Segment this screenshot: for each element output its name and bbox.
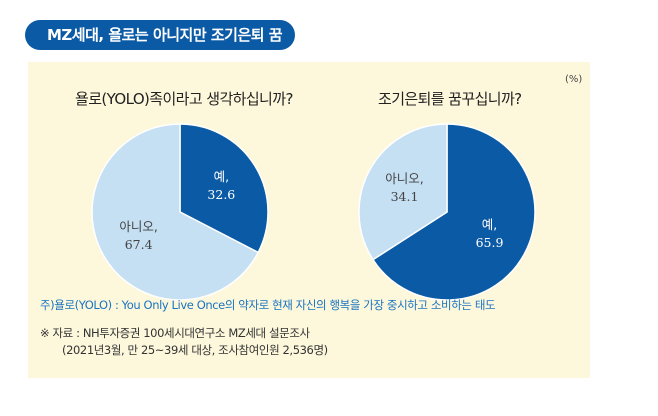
pie2-slice-yes xyxy=(371,123,536,301)
pie2-slice-no xyxy=(358,123,448,261)
source-line-2: (2021년3월, 만 25~39세 대상, 조사참여인원 2,536명) xyxy=(62,343,328,357)
pie2-yes-value: 65.9 xyxy=(476,235,504,250)
source: ※ 자료 : NH투자증권 100세시대연구소 MZ세대 설문조사 (2021년… xyxy=(40,325,328,359)
source-line-1: ※ 자료 : NH투자증권 100세시대연구소 MZ세대 설문조사 xyxy=(40,326,310,340)
title-banner: MZ세대, 욜로는 아니지만 조기은퇴 꿈꿔 xyxy=(25,20,295,74)
unit-label: (%) xyxy=(565,74,583,85)
pie1-yes-label: 예, xyxy=(214,169,229,184)
footnote: 주)욜로(YOLO) : You Only Live Once의 약자로 현재 … xyxy=(40,298,496,312)
pie1-slice-yes xyxy=(179,123,269,254)
chart2-title: 조기은퇴를 꿈꾸십니까? xyxy=(378,90,522,108)
pie2-yes-label: 예, xyxy=(482,217,497,232)
pie1-no-label: 아니오, xyxy=(119,219,157,234)
pie1-yes-value: 32.6 xyxy=(207,187,235,202)
pie2-no-label: 아니오, xyxy=(385,171,423,186)
pie1-no-value: 67.4 xyxy=(125,237,153,252)
chart1-title: 욜로(YOLO)족이라고 생각하십니까? xyxy=(75,90,293,108)
pie2-no-value: 34.1 xyxy=(391,189,419,204)
pie1-slice-no xyxy=(91,123,260,301)
